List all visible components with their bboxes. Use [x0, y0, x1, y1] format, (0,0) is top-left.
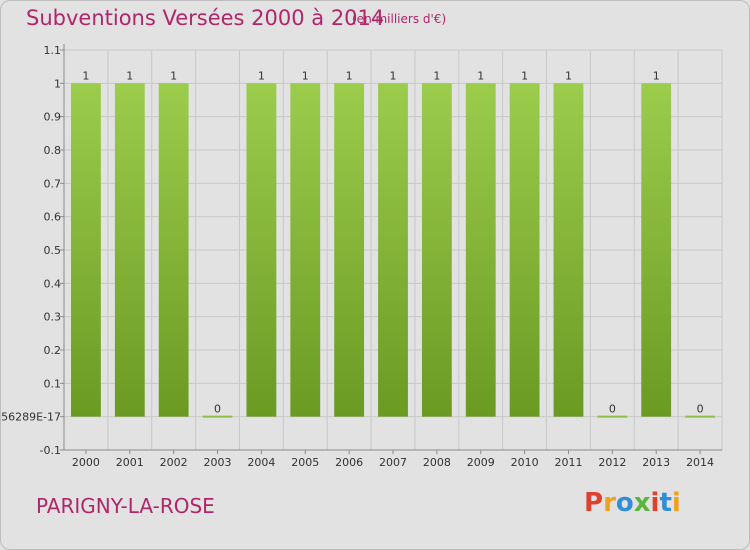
- x-tick-label: 2009: [467, 456, 495, 469]
- x-tick-label: 2013: [642, 456, 670, 469]
- y-tick-label: 1.1: [44, 44, 62, 57]
- bar: [114, 83, 145, 417]
- data-label: 1: [390, 69, 397, 82]
- y-tick-label: 0.2: [44, 344, 62, 357]
- data-label: 0: [609, 403, 616, 416]
- bar-chart: -0.1 2.77555756156289E-17 0.1 0.2 0.3 0.4 0.5 0…: [0, 44, 723, 469]
- bars: [71, 83, 715, 418]
- bar: [641, 83, 672, 417]
- x-tick-label: 2000: [72, 456, 100, 469]
- y-tick-label: 1: [54, 77, 61, 90]
- y-tick-label: 0.9: [44, 111, 62, 124]
- y-tick-label: 0.8: [44, 144, 62, 157]
- data-label: 1: [302, 69, 309, 82]
- logo-letter: t: [659, 488, 672, 518]
- chart-subtitle: (en milliers d'€): [352, 12, 447, 26]
- x-tick-label: 2010: [511, 456, 539, 469]
- data-label: 1: [565, 69, 572, 82]
- data-label: 1: [477, 69, 484, 82]
- bar: [465, 83, 496, 417]
- data-label: 1: [433, 69, 440, 82]
- y-tick-label: 0.6: [44, 211, 62, 224]
- y-tick-label: 0.5: [44, 244, 62, 257]
- logo-letter: i: [671, 488, 681, 518]
- logo-letter: P: [584, 488, 604, 518]
- data-label: 1: [653, 69, 660, 82]
- bar: [509, 83, 540, 417]
- commune-name: PARIGNY-LA-ROSE: [36, 494, 215, 518]
- bar: [158, 83, 189, 417]
- bar: [553, 83, 584, 417]
- y-tick-label: 0.3: [44, 311, 62, 324]
- chart-title: Subventions Versées 2000 à 2014: [26, 6, 385, 30]
- x-tick-label: 2008: [423, 456, 451, 469]
- data-label: 0: [697, 403, 704, 416]
- data-label: 1: [258, 69, 265, 82]
- bar: [290, 83, 321, 417]
- labels: -0.1 2.77555756156289E-17 0.1 0.2 0.3 0.4 0.5 0…: [0, 44, 714, 469]
- axes: [60, 44, 722, 454]
- x-tick-label: 2002: [160, 456, 188, 469]
- y-tick-label: 2.77555756156289E-17: [0, 411, 61, 424]
- bar: [421, 83, 452, 417]
- bar: [202, 415, 233, 418]
- bar: [71, 83, 101, 417]
- bar: [597, 415, 628, 418]
- bar: [246, 83, 277, 417]
- data-label: 1: [346, 69, 353, 82]
- bar: [334, 83, 365, 417]
- x-tick-label: 2014: [686, 456, 714, 469]
- y-tick-label: 0.1: [44, 377, 62, 390]
- x-tick-label: 2004: [247, 456, 275, 469]
- x-tick-label: 2003: [204, 456, 232, 469]
- logo-letter: i: [650, 488, 660, 518]
- bar: [378, 83, 408, 417]
- y-tick-label: -0.1: [40, 444, 61, 457]
- data-label: 0: [214, 403, 221, 416]
- x-tick-label: 2012: [598, 456, 626, 469]
- x-tick-label: 2006: [335, 456, 363, 469]
- bar: [685, 415, 715, 418]
- x-tick-label: 2005: [291, 456, 319, 469]
- x-tick-label: 2011: [554, 456, 582, 469]
- data-label: 1: [126, 69, 133, 82]
- logo-letter: o: [615, 488, 634, 518]
- x-tick-label: 2001: [116, 456, 144, 469]
- y-tick-label: 0.7: [44, 177, 62, 190]
- logo-letter: r: [603, 488, 616, 518]
- x-tick-label: 2007: [379, 456, 407, 469]
- logo-letter: x: [633, 488, 651, 518]
- data-label: 1: [521, 69, 528, 82]
- y-tick-label: 0.4: [44, 277, 62, 290]
- proxiti-logo: Proxiti: [584, 488, 681, 518]
- data-label: 1: [170, 69, 177, 82]
- data-label: 1: [82, 69, 89, 82]
